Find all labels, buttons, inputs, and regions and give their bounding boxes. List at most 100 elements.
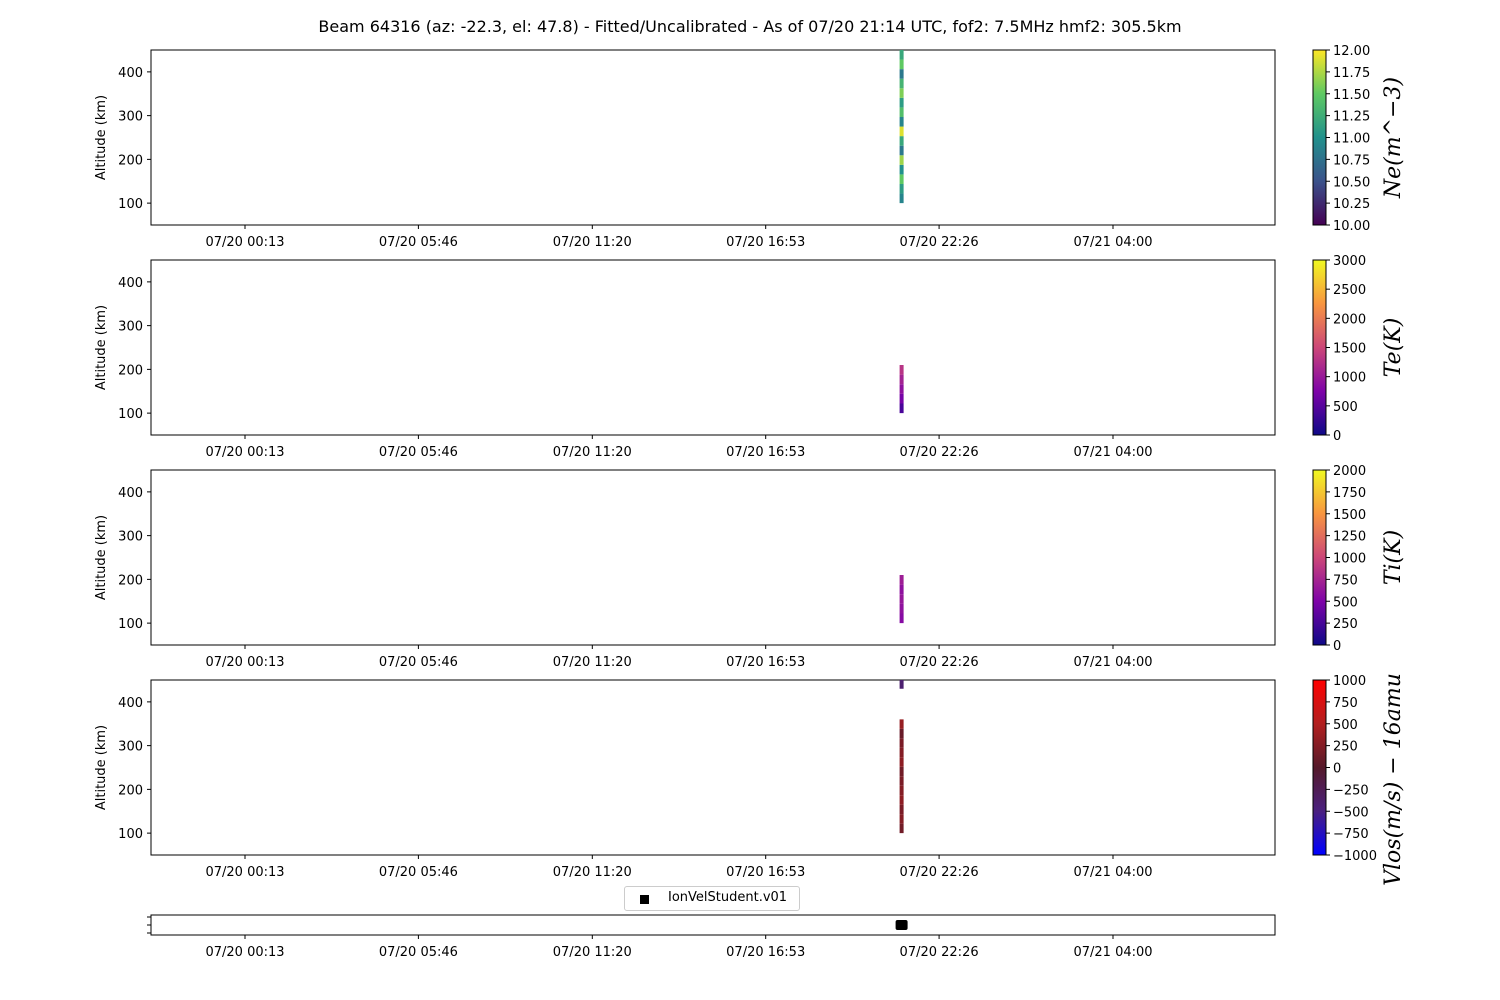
heatmap-cell [899, 164, 904, 175]
colorbar-tick-label: 1000 [1333, 674, 1366, 689]
panel-3: 100 200 300 400 Altitude (km) 07/20 00:13 07/2… [94, 464, 1406, 670]
heatmap-cell [899, 193, 904, 204]
figure-title: Beam 64316 (az: -22.3, el: 47.8) - Fitte… [318, 17, 1182, 36]
colorbar-tick-label: 250 [1333, 740, 1358, 755]
colorbar-tick-label: 0 [1333, 762, 1341, 777]
y-tick-label: 100 [118, 407, 143, 422]
x-tick-label: 07/20 05:46 [379, 945, 458, 960]
y-tick-label: 100 [118, 197, 143, 212]
y-tick-label: 400 [118, 486, 143, 501]
x-tick-label: 07/20 05:46 [379, 655, 458, 670]
colorbar-tick-label: 10.25 [1333, 197, 1370, 212]
legend: IonVelStudent.v01 [624, 886, 800, 911]
y-tick-label: 100 [118, 617, 143, 632]
x-tick-label: 07/20 22:26 [900, 235, 979, 250]
y-tick-label: 100 [118, 827, 143, 842]
y-tick-label: 200 [118, 783, 143, 798]
colorbar-tick-label: 2000 [1333, 464, 1366, 479]
x-tick-label: 07/20 05:46 [379, 865, 458, 880]
y-tick-label: 300 [118, 110, 143, 125]
x-tick-label: 07/20 22:26 [900, 865, 979, 880]
x-tick-label: 07/20 11:20 [553, 655, 632, 670]
heatmap-cell [899, 747, 904, 758]
y-tick-label: 300 [118, 530, 143, 545]
colorbar-tick-label: −750 [1333, 827, 1369, 842]
y-tick-label: 300 [118, 740, 143, 755]
y-tick-label: 400 [118, 696, 143, 711]
heatmap-cell [899, 136, 904, 146]
heatmap-cell [899, 823, 904, 834]
colorbar-tick-label: 11.25 [1333, 110, 1370, 125]
x-tick-label: 07/20 16:53 [726, 865, 805, 880]
colorbar-tick-label: 2500 [1333, 283, 1366, 298]
heatmap-cell [899, 795, 904, 805]
x-tick-label: 07/21 04:00 [1073, 865, 1152, 880]
colorbar-label: Vlos(m/s) − 16amu [1381, 673, 1406, 886]
colorbar-tick-label: 3000 [1333, 254, 1366, 269]
colorbar-tick-label: 250 [1333, 617, 1358, 632]
heatmap-cell [899, 126, 904, 137]
heatmap-cell [899, 776, 904, 786]
heatmap-cell [899, 374, 904, 385]
heatmap-cell [899, 174, 904, 184]
x-tick-label: 07/20 00:13 [205, 865, 284, 880]
colorbar-tick-label: 500 [1333, 400, 1358, 415]
heatmap-cell [899, 804, 904, 815]
heatmap-cell [899, 155, 904, 165]
axes-frame [150, 679, 1276, 856]
colorbar-tick-label: 11.50 [1333, 88, 1370, 103]
heatmap-cell [899, 766, 904, 777]
y-tick-label: 400 [118, 66, 143, 81]
x-tick-label: 07/20 16:53 [726, 235, 805, 250]
x-tick-label: 07/20 11:20 [553, 445, 632, 460]
heatmap-cell [899, 738, 904, 748]
colorbar-tick-label: −250 [1333, 783, 1369, 798]
colorbar-tick-label: 2000 [1333, 312, 1366, 327]
y-tick-label: 400 [118, 276, 143, 291]
heatmap-cell [899, 59, 904, 70]
y-axis-label: Altitude (km) [94, 305, 109, 390]
heatmap-cell [899, 88, 904, 98]
heatmap-cell [899, 584, 904, 595]
x-tick-label: 07/20 22:26 [900, 655, 979, 670]
heatmap-cell [899, 384, 904, 394]
x-tick-label: 07/20 11:20 [553, 945, 632, 960]
colorbar-tick-label: 1500 [1333, 508, 1366, 523]
heatmap-cell [899, 183, 904, 194]
scatter-point [895, 920, 908, 930]
heatmap-cell [899, 603, 904, 614]
heatmap-cell [899, 403, 904, 414]
heatmap-cell [899, 814, 904, 824]
axes-frame [150, 914, 1276, 936]
legend-entry-label: IonVelStudent.v01 [668, 890, 788, 905]
heatmap-cell [899, 116, 904, 127]
heatmap-cell [899, 575, 904, 585]
heatmap-cell [899, 393, 904, 404]
heatmap-cell [899, 680, 904, 689]
x-tick-label: 07/20 16:53 [726, 445, 805, 460]
colorbar [1312, 469, 1327, 646]
colorbar-tick-label: 1750 [1333, 486, 1366, 501]
colorbar [1312, 49, 1327, 226]
y-tick-label: 200 [118, 153, 143, 168]
colorbar-tick-label: 12.00 [1333, 44, 1370, 59]
y-axis-label: Altitude (km) [94, 515, 109, 600]
colorbar-tick-label: 10.00 [1333, 219, 1370, 234]
heatmap-cell [899, 613, 904, 624]
colorbar-tick-label: 1500 [1333, 342, 1366, 357]
x-tick-label: 07/20 00:13 [205, 445, 284, 460]
colorbar-label: Ne(m^−3) [1381, 77, 1406, 199]
axes-frame [150, 469, 1276, 646]
panels-group: 100 200 300 400 Altitude (km) 07/20 00:13 07/2… [94, 44, 1406, 960]
heatmap-cell [899, 69, 904, 79]
colorbar [1312, 679, 1327, 856]
colorbar-tick-label: 11.75 [1333, 66, 1370, 81]
colorbar-tick-label: 750 [1333, 573, 1358, 588]
panel-2: 100 200 300 400 Altitude (km) 07/20 00:13 07/2… [94, 254, 1406, 460]
panel-1: 100 200 300 400 Altitude (km) 07/20 00:13 07/2… [94, 44, 1406, 250]
y-tick-label: 200 [118, 363, 143, 378]
axes-frame [150, 259, 1276, 436]
x-tick-label: 07/20 05:46 [379, 445, 458, 460]
heatmap-cell [899, 50, 904, 60]
y-tick-label: 300 [118, 320, 143, 335]
